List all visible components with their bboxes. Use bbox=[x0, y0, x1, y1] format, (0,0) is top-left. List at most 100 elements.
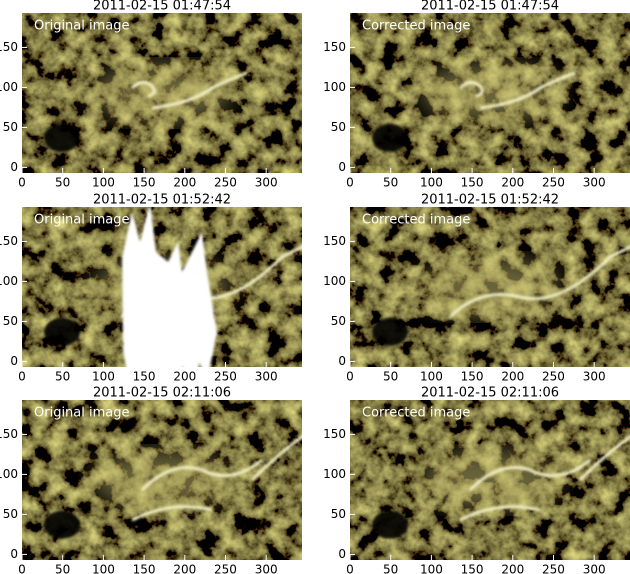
y-tick-label: 150 bbox=[0, 234, 18, 248]
x-tick-label: 100 bbox=[420, 563, 443, 574]
bright-region bbox=[420, 257, 560, 317]
solar-image bbox=[350, 400, 630, 560]
dark-region bbox=[44, 510, 80, 539]
x-tick-label: 200 bbox=[501, 370, 524, 384]
y-tick-label: 100 bbox=[0, 80, 18, 94]
dark-region bbox=[372, 123, 408, 152]
x-tick-label: 200 bbox=[173, 370, 196, 384]
panel-label: Corrected image bbox=[362, 406, 470, 421]
panel-title: 2011-02-15 02:11:06 bbox=[421, 386, 559, 401]
y-tick-label: 150 bbox=[323, 234, 346, 248]
panel: 2011-02-15 01:47:54 Original image 0 50 100 1… bbox=[0, 0, 302, 190]
panel: 2011-02-15 01:52:42 Original image 0 50 100 1… bbox=[0, 193, 302, 384]
y-tick-label: 150 bbox=[323, 40, 346, 54]
panel: 2011-02-15 01:52:42 Corrected image 0 50 100… bbox=[323, 193, 630, 384]
x-tick-label: 150 bbox=[133, 176, 156, 190]
panel-label: Original image bbox=[34, 406, 130, 421]
x-tick-label: 50 bbox=[55, 370, 70, 384]
x-tick-label: 100 bbox=[92, 176, 115, 190]
x-tick-label: 250 bbox=[542, 176, 565, 190]
solar-image bbox=[350, 207, 630, 367]
y-tick-label: 100 bbox=[0, 467, 18, 481]
loop bbox=[448, 245, 630, 319]
x-tick-label: 50 bbox=[383, 370, 398, 384]
y-tick-label: 0 bbox=[10, 160, 18, 174]
x-tick-label: 200 bbox=[501, 176, 524, 190]
x-tick-label: 100 bbox=[92, 370, 115, 384]
y-tick-label: 150 bbox=[0, 427, 18, 441]
y-tick-label: 50 bbox=[3, 314, 18, 328]
solar-image bbox=[22, 13, 302, 173]
x-tick-label: 200 bbox=[173, 563, 196, 574]
x-tick-label: 50 bbox=[55, 176, 70, 190]
x-tick-label: 0 bbox=[18, 563, 26, 574]
x-tick-label: 50 bbox=[383, 563, 398, 574]
x-tick-label: 300 bbox=[255, 176, 278, 190]
x-tick-label: 150 bbox=[133, 370, 156, 384]
panel: 2011-02-15 02:11:06 Corrected image 0 50 100… bbox=[323, 386, 630, 574]
x-tick-label: 200 bbox=[173, 176, 196, 190]
x-tick-label: 50 bbox=[383, 176, 398, 190]
x-tick-label: 100 bbox=[420, 176, 443, 190]
panel-label: Original image bbox=[34, 19, 130, 34]
panel-label: Corrected image bbox=[362, 213, 470, 228]
panel-title: 2011-02-15 01:52:42 bbox=[421, 193, 559, 208]
dark-region bbox=[44, 317, 80, 346]
bright-region bbox=[92, 63, 232, 123]
x-tick-label: 250 bbox=[542, 563, 565, 574]
dark-region bbox=[372, 317, 408, 346]
y-tick-label: 0 bbox=[10, 547, 18, 561]
x-tick-label: 250 bbox=[214, 563, 237, 574]
loop bbox=[130, 71, 248, 110]
y-tick-label: 50 bbox=[331, 314, 346, 328]
panel-label: Original image bbox=[34, 213, 130, 228]
x-tick-label: 300 bbox=[255, 563, 278, 574]
x-tick-label: 300 bbox=[255, 370, 278, 384]
dark-region bbox=[372, 510, 408, 539]
dark-region bbox=[44, 123, 80, 152]
x-tick-label: 0 bbox=[18, 370, 26, 384]
x-tick-label: 200 bbox=[501, 563, 524, 574]
x-tick-label: 0 bbox=[346, 370, 354, 384]
y-tick-label: 50 bbox=[3, 507, 18, 521]
solar-image bbox=[22, 400, 302, 560]
y-tick-label: 0 bbox=[338, 160, 346, 174]
x-tick-label: 150 bbox=[461, 176, 484, 190]
x-tick-label: 250 bbox=[542, 370, 565, 384]
y-tick-label: 0 bbox=[338, 354, 346, 368]
y-tick-label: 100 bbox=[0, 274, 18, 288]
saturation-burst bbox=[122, 207, 217, 367]
x-tick-label: 0 bbox=[346, 563, 354, 574]
x-tick-label: 300 bbox=[583, 176, 606, 190]
loop bbox=[458, 71, 576, 110]
y-tick-label: 150 bbox=[0, 40, 18, 54]
x-tick-label: 100 bbox=[92, 563, 115, 574]
panel-title: 2011-02-15 01:52:42 bbox=[93, 193, 231, 208]
bright-region bbox=[420, 450, 560, 510]
y-tick-label: 0 bbox=[338, 547, 346, 561]
y-tick-label: 100 bbox=[323, 274, 346, 288]
bright-region bbox=[420, 63, 560, 123]
x-tick-label: 0 bbox=[18, 176, 26, 190]
y-tick-label: 100 bbox=[323, 467, 346, 481]
panel: 2011-02-15 01:47:54 Corrected image 0 50 100… bbox=[323, 0, 630, 190]
x-tick-label: 250 bbox=[214, 370, 237, 384]
x-tick-label: 50 bbox=[55, 563, 70, 574]
x-tick-label: 0 bbox=[346, 176, 354, 190]
panel-label: Corrected image bbox=[362, 19, 470, 34]
x-tick-label: 100 bbox=[420, 370, 443, 384]
y-tick-label: 100 bbox=[323, 80, 346, 94]
solar-image bbox=[22, 207, 302, 367]
panel-title: 2011-02-15 02:11:06 bbox=[93, 386, 231, 401]
x-tick-label: 150 bbox=[461, 563, 484, 574]
x-tick-label: 150 bbox=[461, 370, 484, 384]
panel: 2011-02-15 02:11:06 Original image 0 50 100 1… bbox=[0, 386, 302, 574]
y-tick-label: 50 bbox=[331, 507, 346, 521]
y-tick-label: 150 bbox=[323, 427, 346, 441]
x-tick-label: 300 bbox=[583, 563, 606, 574]
x-tick-label: 250 bbox=[214, 176, 237, 190]
solar-image bbox=[350, 13, 630, 173]
bright-region bbox=[92, 450, 232, 510]
panel-title: 2011-02-15 01:47:54 bbox=[421, 0, 559, 14]
